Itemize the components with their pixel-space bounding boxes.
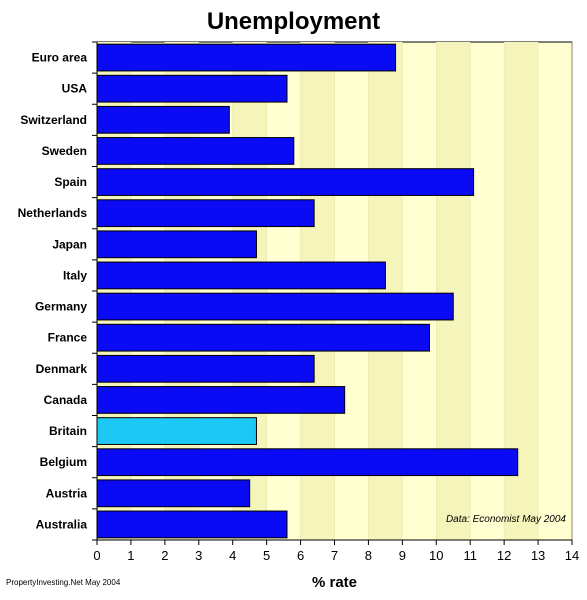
credit-text: PropertyInvesting.Net May 2004 [6, 578, 121, 587]
category-label: Italy [63, 268, 87, 282]
bar-netherlands [96, 199, 315, 228]
bar-spain [96, 168, 475, 196]
bar-france [96, 323, 430, 352]
x-tick-label: 1 [127, 548, 134, 563]
axes [92, 41, 573, 545]
category-label: France [48, 331, 88, 345]
x-tick-label: 11 [463, 548, 477, 563]
x-tick-label: 0 [93, 548, 100, 563]
bar-sweden [96, 137, 295, 165]
bar-switzerland [96, 105, 230, 134]
category-label: Spain [54, 175, 87, 189]
category-label: Netherlands [18, 206, 88, 220]
category-label: Britain [49, 424, 87, 438]
category-label: Australia [36, 517, 88, 531]
category-label: Euro area [32, 51, 88, 65]
category-labels: Euro area USA Switzerland Sweden Spain Nether… [18, 51, 88, 532]
x-tick-label: 9 [399, 548, 406, 563]
category-label: Austria [46, 486, 88, 500]
bar-italy [96, 261, 386, 290]
x-tick-label: 2 [161, 548, 168, 563]
bar-denmark [96, 354, 315, 383]
x-tick-label: 14 [565, 548, 579, 563]
category-label: Canada [44, 393, 88, 407]
bar-euro-area [96, 43, 397, 72]
bar-japan [96, 230, 257, 259]
category-label: Switzerland [20, 113, 87, 127]
category-label: Germany [35, 300, 87, 314]
bar-canada [96, 386, 346, 414]
x-tick-label: 3 [195, 548, 202, 563]
x-tick-label: 5 [263, 548, 270, 563]
bar-britain [96, 417, 257, 445]
category-label: Belgium [40, 455, 87, 469]
bar-germany [96, 292, 454, 321]
x-tick-label: 12 [497, 548, 511, 563]
chart-title: Unemployment [206, 8, 381, 35]
x-tick-label: 7 [331, 548, 338, 563]
category-label: USA [62, 82, 88, 96]
bar-austria [96, 479, 251, 508]
bar-australia [96, 510, 288, 539]
category-label: Japan [52, 237, 87, 251]
source-note: Data: Economist May 2004 [446, 514, 566, 525]
category-label: Denmark [36, 362, 88, 376]
x-tick-label: 10 [429, 548, 443, 563]
x-tick-labels: 0 1 2 3 4 5 6 7 8 9 10 11 12 13 14 [93, 548, 579, 563]
x-tick-label: 8 [365, 548, 372, 563]
x-tick-label: 13 [531, 548, 545, 563]
x-tick-label: 6 [297, 548, 304, 563]
bar-usa [96, 74, 288, 103]
category-label: Sweden [42, 144, 87, 158]
x-tick-label: 4 [229, 548, 236, 563]
x-axis-title: % rate [312, 574, 357, 591]
bar-belgium [96, 448, 519, 477]
bars [96, 43, 519, 539]
